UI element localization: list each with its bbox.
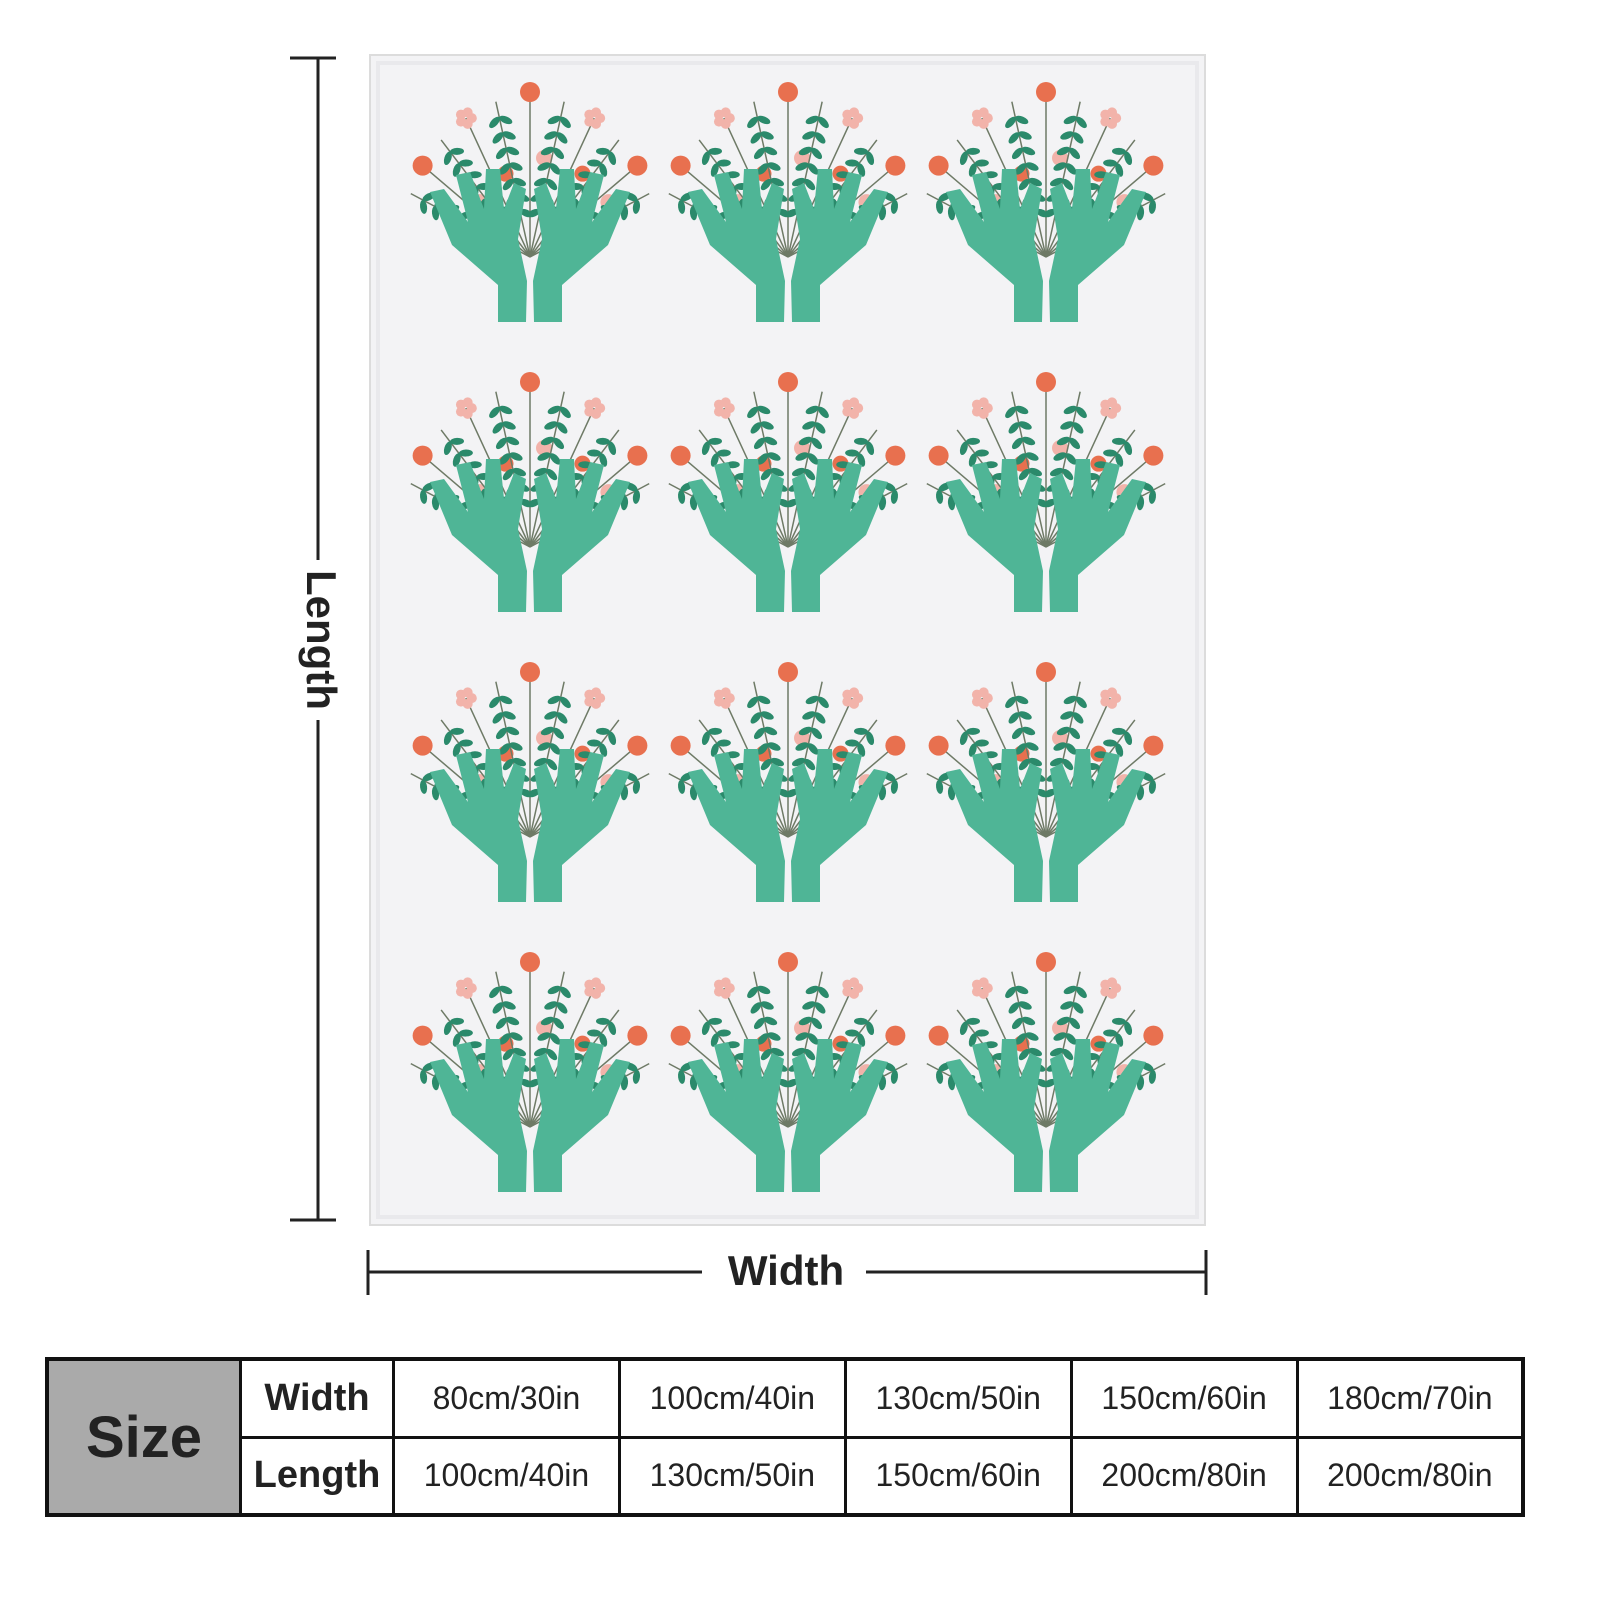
size-value: 100cm/40in: [617, 1357, 847, 1439]
size-value: 200cm/80in: [1295, 1435, 1525, 1517]
row-label: Width: [239, 1357, 395, 1439]
length-label: Length: [298, 570, 345, 710]
size-value: 180cm/70in: [1295, 1357, 1525, 1439]
product-image: Length Width: [290, 54, 1208, 1295]
size-value: 200cm/80in: [1069, 1435, 1299, 1517]
blanket-hem: [376, 61, 1199, 1219]
size-header: Size: [45, 1357, 242, 1517]
size-value: 80cm/30in: [392, 1357, 621, 1439]
size-value: 100cm/40in: [392, 1435, 621, 1517]
length-arrow: [290, 56, 336, 1222]
table-row: Size Width 80cm/30in 100cm/40in 130cm/50in 15…: [45, 1357, 1525, 1517]
table-row: Length 100cm/40in 130cm/50in 150cm/60in 200c…: [47, 1435, 1525, 1517]
row-label: Length: [239, 1435, 395, 1517]
size-value: 130cm/50in: [843, 1357, 1073, 1439]
size-value: 130cm/50in: [617, 1435, 847, 1517]
width-arrow: [366, 1250, 1208, 1295]
size-value: 150cm/60in: [843, 1435, 1073, 1517]
size-value: 150cm/60in: [1069, 1357, 1299, 1439]
width-label: Width: [728, 1247, 844, 1294]
size-table: Size Width 80cm/30in 100cm/40in 130cm/50in 15…: [45, 1357, 1525, 1517]
